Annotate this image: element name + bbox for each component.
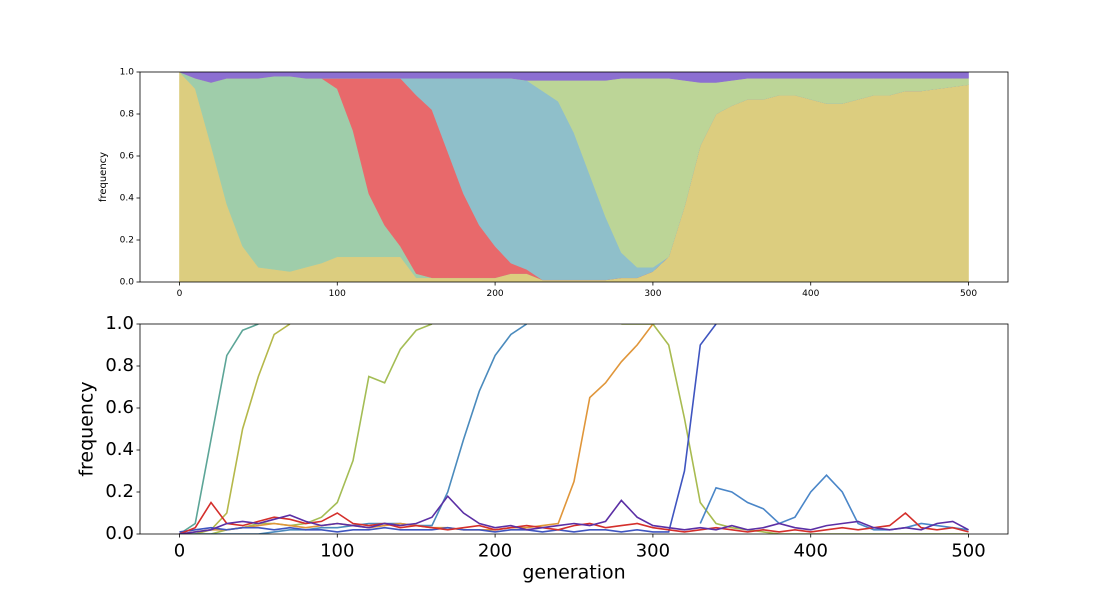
y-tick-label: 0.6 <box>120 152 135 162</box>
line <box>621 324 969 534</box>
x-tick-label: 0 <box>177 289 183 299</box>
y-tick-label: 0.0 <box>120 278 135 288</box>
x-tick-label: 400 <box>802 289 819 299</box>
line <box>179 324 654 534</box>
line <box>179 324 291 534</box>
y-tick-label: 0.6 <box>105 397 134 418</box>
x-tick-label: 300 <box>636 541 670 562</box>
line <box>179 324 528 534</box>
x-tick-label: 200 <box>486 289 503 299</box>
x-tick-label: 500 <box>951 541 985 562</box>
axes-frame <box>139 71 1009 283</box>
y-tick-label: 1.0 <box>120 68 135 78</box>
area-band <box>179 72 969 83</box>
x-tick-label: 200 <box>478 541 512 562</box>
plot-area <box>179 72 969 282</box>
y-tick-label: 0.2 <box>105 481 134 502</box>
line <box>699 474 969 531</box>
x-tick-label: 0 <box>174 541 185 562</box>
line <box>179 324 259 534</box>
line <box>179 494 969 534</box>
line <box>179 324 717 533</box>
x-tick-label: 400 <box>794 541 828 562</box>
y-axis-label: frequency <box>98 152 109 202</box>
y-tick-label: 0.8 <box>120 110 135 120</box>
y-axis-label: frequency <box>76 381 98 476</box>
y-tick-label: 0.2 <box>120 236 134 246</box>
y-tick-label: 0.8 <box>105 355 134 376</box>
y-tick-label: 0.4 <box>120 194 135 204</box>
y-tick-label: 0.4 <box>105 439 134 460</box>
x-tick-label: 100 <box>329 289 346 299</box>
plot-area <box>179 324 969 534</box>
x-tick-label: 500 <box>960 289 977 299</box>
x-tick-label: 300 <box>644 289 661 299</box>
x-axis-label: generation <box>522 562 625 584</box>
line <box>179 324 433 534</box>
axes-frame <box>139 323 1009 535</box>
x-tick-label: 100 <box>320 541 354 562</box>
y-tick-label: 0.0 <box>105 523 134 544</box>
y-tick-label: 1.0 <box>105 313 134 334</box>
